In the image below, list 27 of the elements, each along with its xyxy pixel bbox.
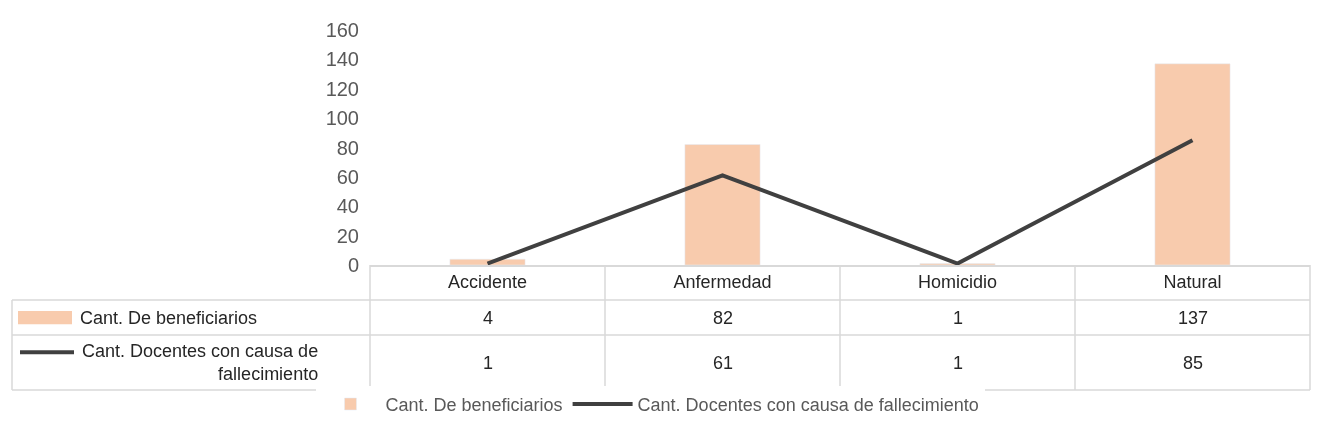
legend-label: Cant. Docentes con causa de fallecimiento: [637, 395, 979, 416]
data-label: 1: [953, 353, 964, 373]
y-tick-label: 100: [325, 107, 359, 130]
data-label: 137: [1178, 308, 1209, 328]
y-tick-label: 140: [325, 48, 359, 71]
data-label: 85: [1183, 353, 1204, 373]
y-tick-label: 60: [336, 165, 359, 188]
bar: [684, 144, 761, 265]
x-tick-label: Anfermedad: [673, 272, 772, 293]
y-tick-label: 160: [325, 19, 359, 41]
x-tick-label: Homicidio: [917, 272, 998, 293]
legend-label: Cant. De beneficiarios: [385, 395, 563, 416]
data-label: 1: [483, 353, 494, 373]
bar: [1154, 63, 1231, 265]
data-label: 1: [953, 308, 964, 328]
data-label: 4: [483, 308, 494, 328]
x-tick-label: Natural: [1163, 272, 1222, 293]
y-tick-label: 80: [336, 136, 359, 159]
y-tick-label: 40: [336, 195, 359, 218]
text: Cant. Docentes con causa de fallecimiento: [82, 341, 319, 385]
y-tick-label: 20: [336, 224, 359, 247]
data-label: 82: [713, 308, 734, 328]
y-tick-label: 0: [347, 254, 359, 276]
text: Cant. De beneficiarios: [80, 308, 258, 328]
y-tick-label: 120: [325, 77, 359, 100]
x-tick-label: Accidente: [447, 272, 528, 293]
data-label: 61: [713, 353, 734, 373]
